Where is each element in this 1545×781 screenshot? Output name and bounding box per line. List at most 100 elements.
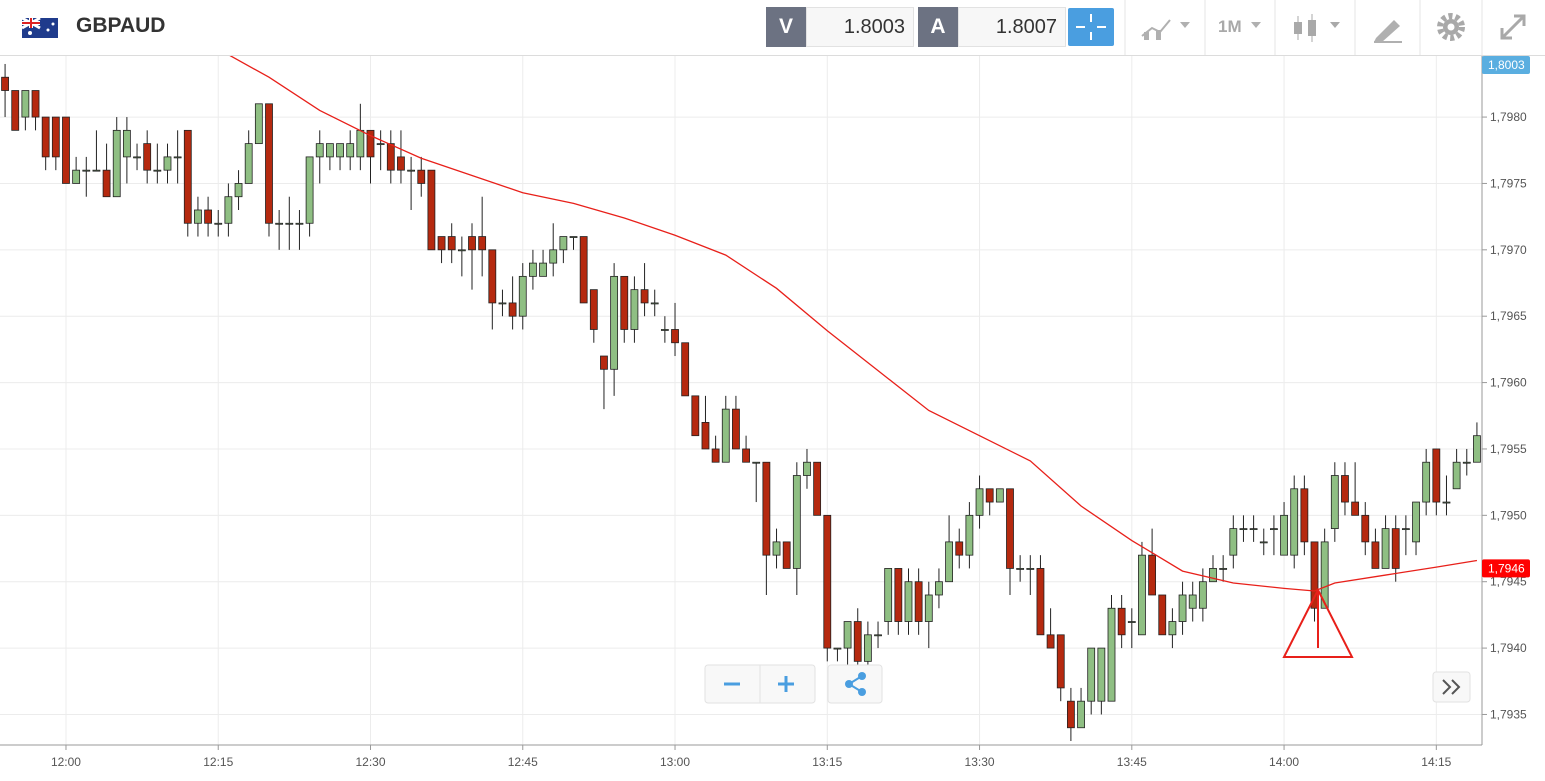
candle-body <box>265 103 273 224</box>
candle-body <box>143 143 152 171</box>
candle-body <box>386 143 395 171</box>
x-tick-label: 13:30 <box>965 755 995 769</box>
candle-body <box>234 183 243 198</box>
price-tag-label: 1,7946 <box>1488 561 1525 575</box>
candle-body <box>782 541 791 569</box>
crosshair-button[interactable] <box>1068 8 1114 46</box>
candle-body <box>884 568 893 622</box>
draw-icon[interactable] <box>1374 20 1402 43</box>
chart: 1,7935 1,7940 1,7945 1,7950 1,7955 1,7960 1,79… <box>0 56 1530 769</box>
y-tick-label: 1,7955 <box>1490 442 1527 456</box>
x-tick-label: 13:15 <box>812 755 842 769</box>
candle-body <box>1341 475 1349 503</box>
candle-body <box>995 488 1004 503</box>
candle-body <box>1016 568 1025 570</box>
candle-body <box>600 355 608 370</box>
candle-body <box>244 143 253 184</box>
candle-body <box>874 634 882 637</box>
candle-body <box>1361 514 1370 543</box>
expand-icon[interactable] <box>1500 14 1526 40</box>
candle-body <box>539 262 547 277</box>
candle-body <box>478 236 487 251</box>
candle-body <box>1117 607 1126 636</box>
candle-body <box>295 222 304 225</box>
y-tick-label: 1,7975 <box>1490 176 1527 190</box>
candle-body <box>1066 700 1075 729</box>
scroll-button[interactable] <box>1432 671 1471 703</box>
candle-body <box>468 236 476 251</box>
bid-price[interactable]: 1.8003 <box>806 7 914 47</box>
x-tick-label: 12:15 <box>203 755 233 769</box>
price-tag-label: 1,8003 <box>1488 58 1525 72</box>
candle-body <box>1391 528 1400 569</box>
ask-label[interactable]: A <box>918 7 958 47</box>
candle-body <box>914 581 923 622</box>
candle-body <box>112 129 121 198</box>
candle-icon[interactable] <box>1294 14 1340 42</box>
share-button[interactable] <box>827 664 883 704</box>
candle-body <box>92 169 101 172</box>
candle-body <box>1056 634 1065 689</box>
candle-body <box>72 169 81 184</box>
candle-body <box>173 156 182 159</box>
candle-body <box>518 275 527 317</box>
candle-body <box>1209 568 1217 583</box>
candle-body <box>732 408 740 450</box>
candle-body <box>1371 541 1380 569</box>
candle-body <box>1097 647 1106 702</box>
candle-body <box>681 342 690 397</box>
candle-body <box>1381 528 1390 569</box>
candle-body <box>1198 581 1207 609</box>
candle-body <box>650 302 659 305</box>
candle-body <box>62 116 70 184</box>
candle-body <box>102 169 111 198</box>
symbol: GBPAUD <box>76 14 166 37</box>
candle-body <box>1107 607 1116 702</box>
candle-body <box>1249 528 1258 531</box>
timeframe[interactable]: 1M <box>1218 17 1242 36</box>
candle-body <box>640 289 649 304</box>
candle-body <box>275 222 284 225</box>
candle-body <box>457 249 466 252</box>
candle-body <box>305 156 314 224</box>
candle-body <box>163 156 172 171</box>
candle-body <box>1300 488 1309 543</box>
candle-body <box>153 169 162 172</box>
candle-body <box>204 209 212 224</box>
candle-body <box>315 143 324 158</box>
candle-body <box>508 302 517 317</box>
chart-type-icon[interactable] <box>1141 19 1190 40</box>
candle-body <box>1138 554 1146 636</box>
candle-body <box>1412 501 1420 543</box>
candle-body <box>1087 647 1096 702</box>
candle-body <box>904 581 913 622</box>
settings-icon[interactable] <box>1437 13 1465 41</box>
candle-body <box>691 395 700 437</box>
candle-body <box>336 143 344 158</box>
candle-body <box>975 488 984 516</box>
candle-body <box>1219 568 1228 570</box>
candle-body <box>122 129 131 158</box>
price-tag <box>1482 56 1530 74</box>
candle-body <box>1 76 9 91</box>
candle-body <box>853 621 862 662</box>
crosshair-icon <box>1076 14 1106 40</box>
candle-body <box>1036 568 1045 636</box>
candle-body <box>417 169 426 184</box>
candle-body <box>1168 621 1177 636</box>
candle-body <box>1239 528 1248 531</box>
x-tick-label: 14:00 <box>1269 755 1299 769</box>
ask-price[interactable]: 1.8007 <box>958 7 1066 47</box>
flag <box>21 16 58 38</box>
bid-label[interactable]: V <box>766 7 806 47</box>
candle-body <box>376 143 385 146</box>
candle-body <box>772 541 781 556</box>
candle-body <box>1290 488 1299 556</box>
candle-body <box>660 329 669 331</box>
candle-body <box>1462 461 1471 464</box>
candle-body <box>11 90 20 131</box>
candle-body <box>945 541 953 583</box>
candle-body <box>833 647 842 650</box>
candle-body <box>762 461 771 556</box>
